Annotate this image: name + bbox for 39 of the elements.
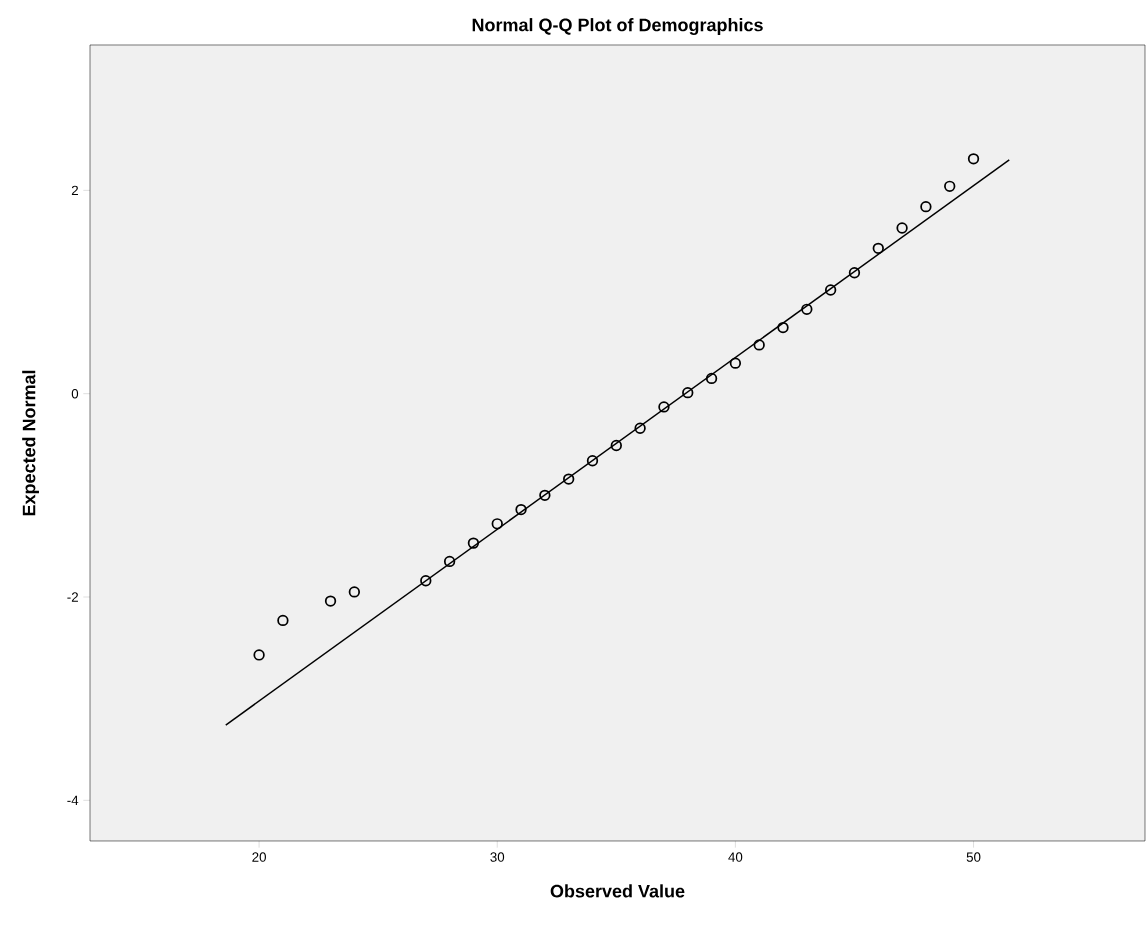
- point: [491, 518, 503, 530]
- y-tick-label: -4: [67, 795, 79, 805]
- point: [705, 372, 718, 385]
- point: [634, 422, 646, 434]
- x-axis-title: Observed Value: [550, 884, 685, 898]
- point: [872, 242, 884, 254]
- y-tick-label: 2: [71, 185, 78, 196]
- point: [753, 339, 765, 351]
- point: [443, 555, 456, 568]
- point: [824, 284, 837, 296]
- point: [729, 357, 742, 369]
- point: [586, 455, 599, 467]
- point: [967, 153, 980, 165]
- point: [348, 586, 361, 598]
- point: [848, 267, 861, 279]
- x-tick-label: 50: [966, 852, 981, 862]
- x-tick-label: 20: [252, 852, 266, 862]
- x-tick-label: 40: [728, 852, 743, 862]
- point: [420, 575, 432, 587]
- point: [944, 180, 956, 192]
- point: [777, 321, 789, 334]
- point: [253, 649, 265, 661]
- y-tick-label: 0: [71, 388, 79, 399]
- point: [324, 595, 337, 607]
- point: [467, 537, 480, 549]
- y-tick-label: -2: [67, 592, 78, 602]
- point: [515, 503, 527, 516]
- chart-title: Normal Q-Q Plot of Demographics: [472, 18, 763, 35]
- point: [801, 303, 813, 315]
- point: [658, 401, 670, 413]
- point: [896, 222, 908, 234]
- y-axis-title: Expected Normal: [22, 370, 39, 516]
- point: [563, 473, 575, 485]
- point: [539, 489, 551, 502]
- x-tick-label: 30: [490, 852, 505, 862]
- point: [682, 387, 694, 399]
- point: [610, 439, 622, 452]
- point: [920, 200, 932, 213]
- point: [277, 614, 289, 627]
